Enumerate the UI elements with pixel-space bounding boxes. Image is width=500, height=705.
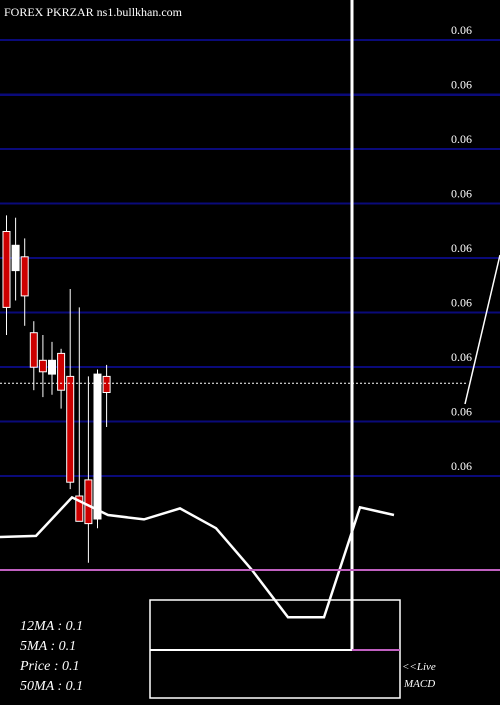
y-tick-label: 0.06 [451,23,472,37]
macd-label: MACD [403,678,435,690]
y-tick-label: 0.06 [451,78,472,92]
candle-body [20,256,29,297]
candle-body [29,332,38,368]
candle-body [57,352,66,391]
candle-body [2,231,11,308]
legend-price: Price : 0.1 [19,659,79,674]
candle-body [102,375,111,393]
candle-body [84,479,93,525]
indicator-line [0,495,395,619]
legend-ma5: 5MA : 0.1 [20,639,76,654]
legend-ma12: 12MA : 0.1 [20,619,83,634]
candle-body [75,495,84,522]
candle-body [93,373,102,520]
price-pointer-line [464,254,500,405]
y-tick-label: 0.06 [451,405,472,419]
y-tick-label: 0.06 [451,350,472,364]
y-tick-label: 0.06 [451,187,472,201]
chart-header: FOREX PKRZAR ns1.bullkhan.com [4,5,183,19]
y-tick-label: 0.06 [451,132,472,146]
live-label: <<Live [402,661,436,673]
y-tick-label: 0.06 [451,241,472,255]
y-tick-label: 0.06 [451,459,472,473]
legend-ma50: 50MA : 0.1 [20,679,83,694]
y-tick-label: 0.06 [451,296,472,310]
candle-body [11,244,20,272]
candle-body [48,359,56,375]
candle-body [66,375,75,483]
candle-body [38,359,47,373]
